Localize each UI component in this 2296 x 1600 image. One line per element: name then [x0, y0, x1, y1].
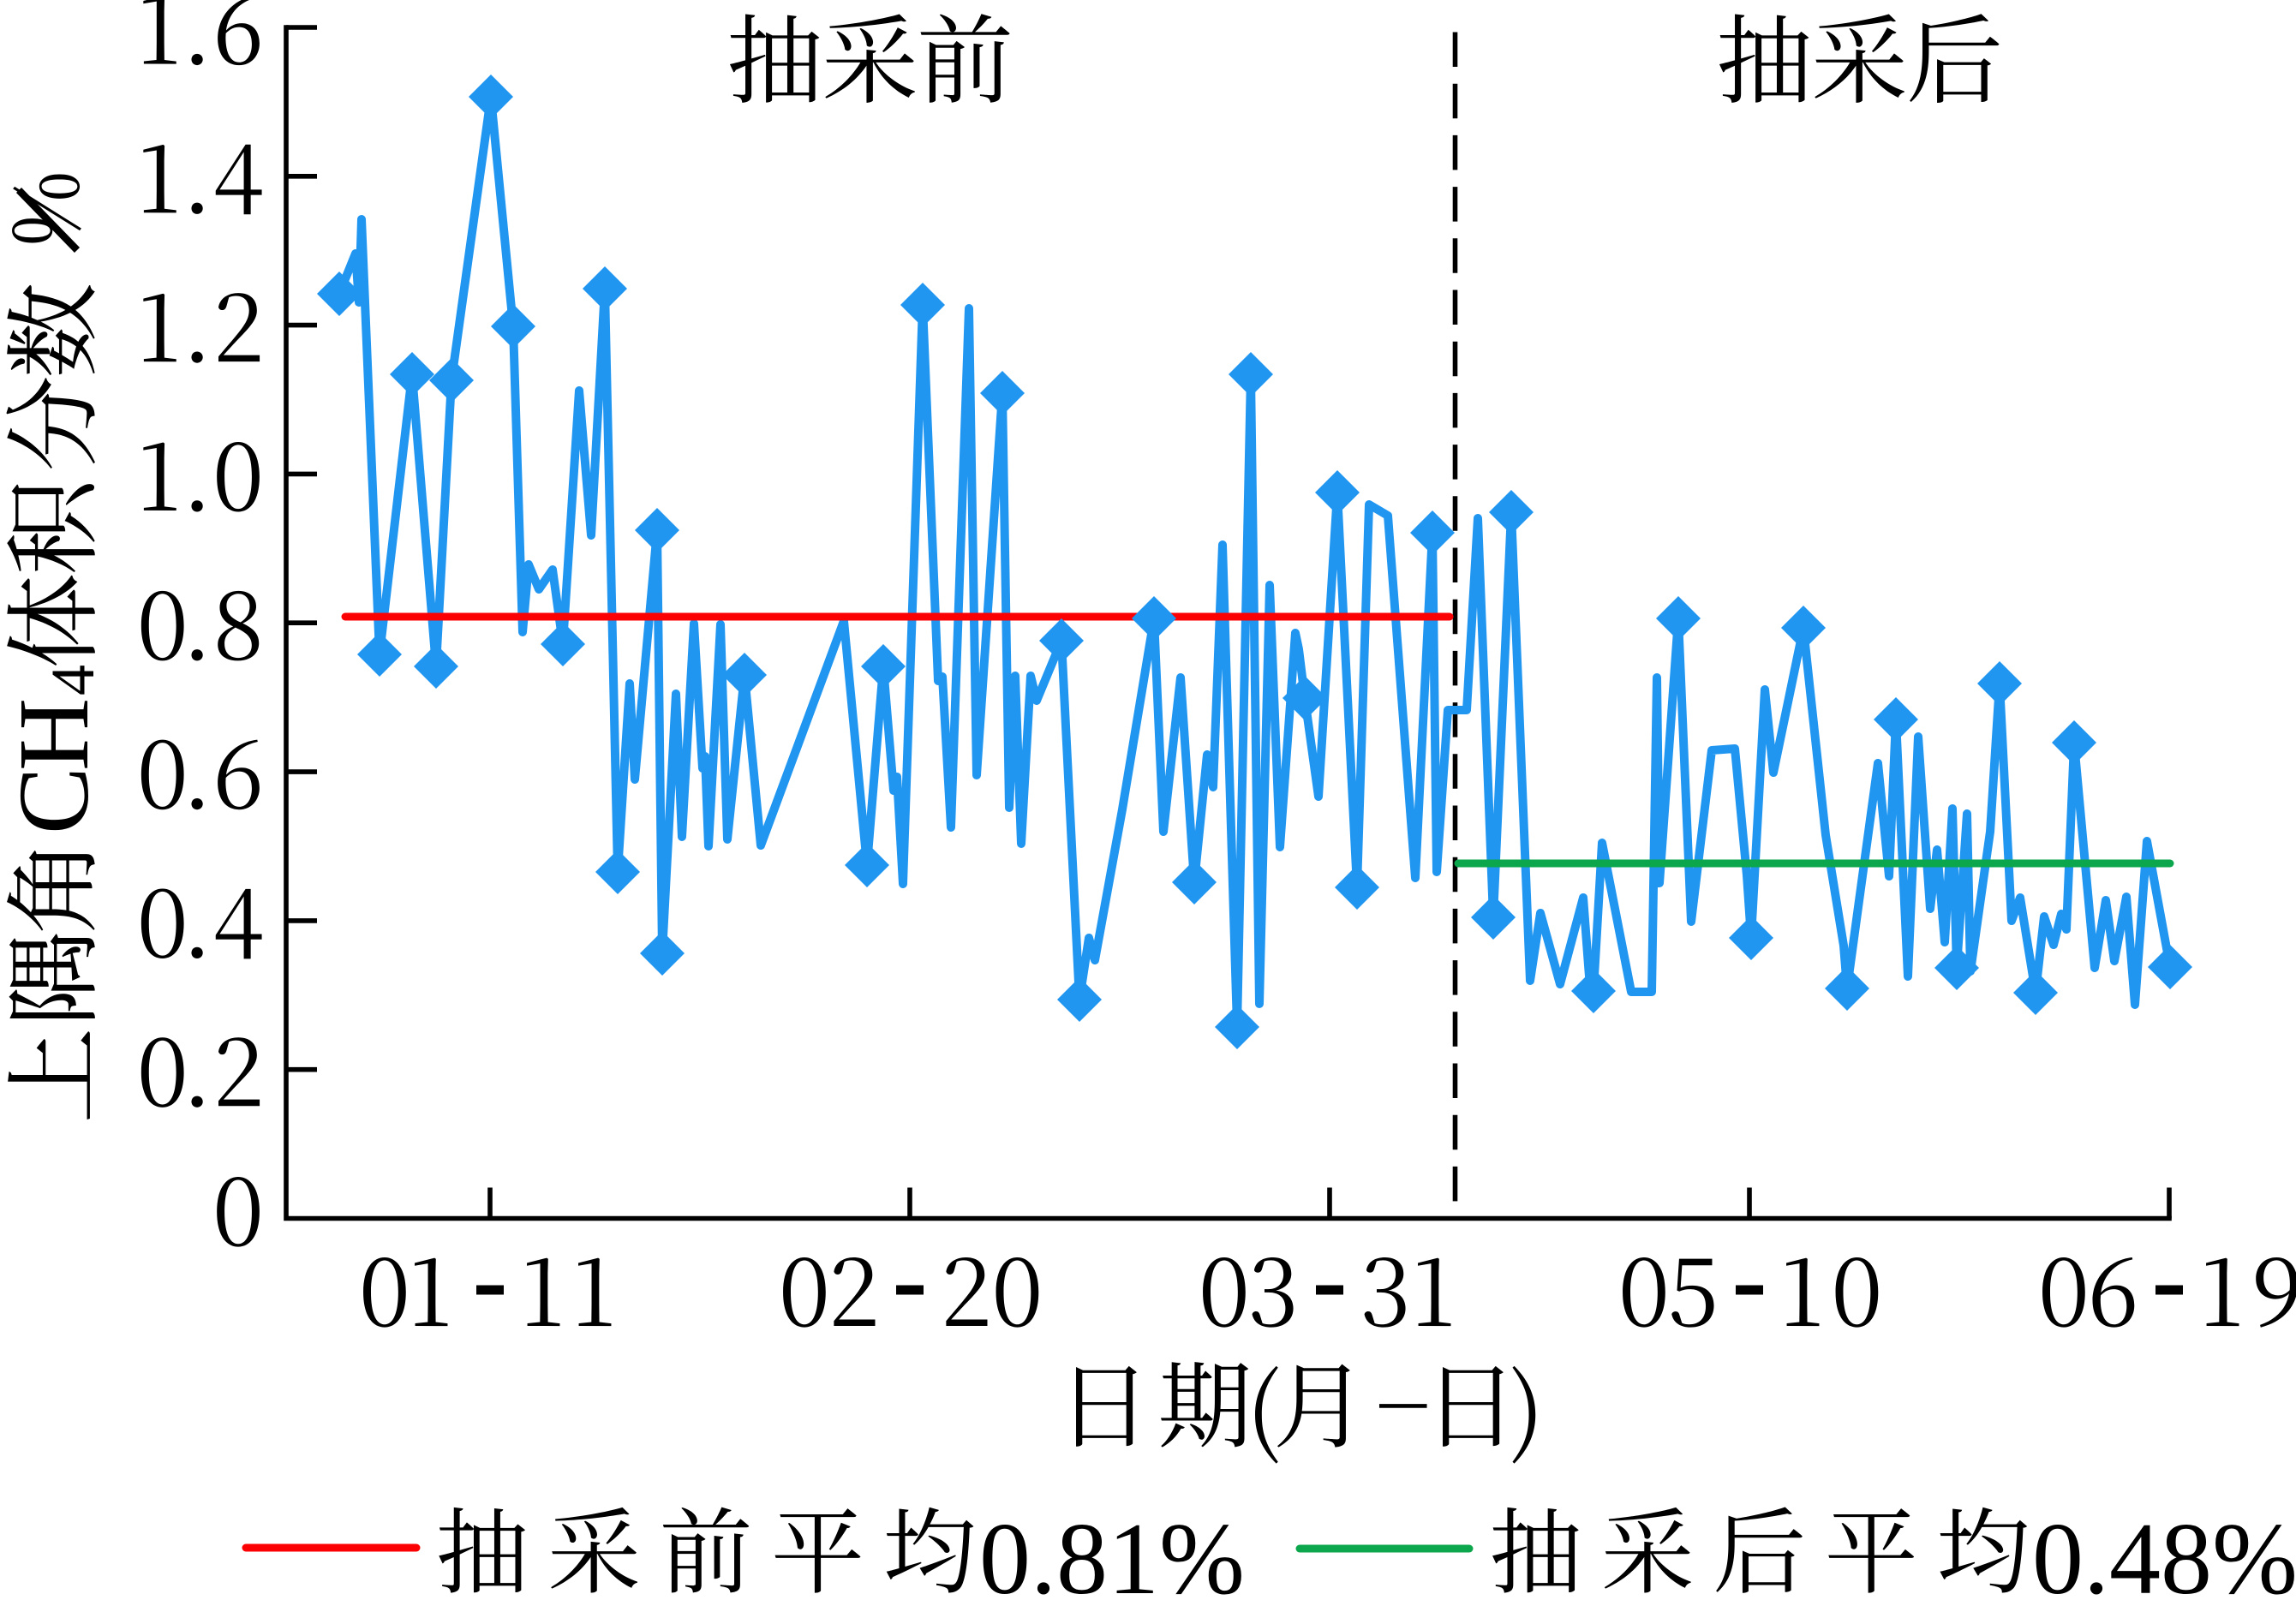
svg-text:C: C [0, 767, 110, 834]
svg-text:H: H [0, 698, 110, 771]
svg-text:4: 4 [39, 665, 107, 696]
svg-text:0.81%: 0.81% [979, 1501, 1245, 1596]
svg-text:0.48%: 0.48% [2032, 1501, 2296, 1596]
